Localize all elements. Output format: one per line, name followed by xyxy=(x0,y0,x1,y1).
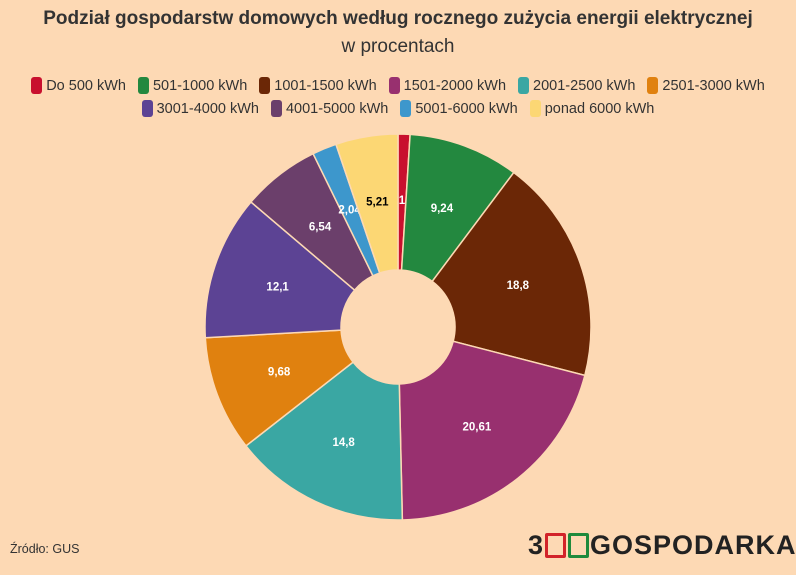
legend-label: 4001-5000 kWh xyxy=(285,100,389,117)
chart-subtitle: w procentach xyxy=(341,36,455,57)
legend-swatch xyxy=(137,77,149,94)
logo-zero-green-icon xyxy=(568,533,590,558)
pie-slice xyxy=(431,171,592,377)
legend: Do 500 kWh 501-1000 kWh 1001-1500 kWh 1501-… xyxy=(20,76,776,118)
legend-label: ponad 6000 kWh xyxy=(544,100,655,117)
legend-swatch xyxy=(647,77,659,94)
data-label: 1 xyxy=(399,195,406,207)
legend-label: 5001-6000 kWh xyxy=(415,100,518,117)
data-label: 14,8 xyxy=(332,437,355,449)
data-label: 9,68 xyxy=(268,367,291,379)
legend-item: 5001-6000 kWh xyxy=(400,99,518,118)
legend-item: 501-1000 kWh xyxy=(137,76,248,95)
legend-swatch xyxy=(400,100,412,117)
legend-item: 4001-5000 kWh xyxy=(270,99,389,118)
pie-slice xyxy=(335,133,399,274)
data-label: 20,61 xyxy=(462,422,491,434)
source-note: Źródło: GUS xyxy=(10,542,80,556)
legend-label: 3001-4000 kWh xyxy=(156,100,259,117)
legend-item: 2501-3000 kWh xyxy=(647,76,765,95)
legend-label: 1501-2000 kWh xyxy=(403,77,507,94)
pie-slice xyxy=(244,361,404,521)
legend-item: ponad 6000 kWh xyxy=(529,99,655,118)
legend-item: 2001-2500 kWh xyxy=(518,76,635,95)
legend-swatch xyxy=(141,100,153,117)
legend-swatch xyxy=(270,100,282,117)
chart-title: Podział gospodarstw domowych według rocz… xyxy=(43,8,753,29)
logo-text: GOSPODARKA xyxy=(590,530,796,560)
legend-swatch xyxy=(518,77,530,94)
data-label: 12,1 xyxy=(266,282,289,294)
pie-slice xyxy=(398,340,586,521)
logo-zero-red-icon xyxy=(545,533,567,558)
legend-label: 2001-2500 kWh xyxy=(533,77,636,94)
legend-swatch xyxy=(259,77,271,94)
pie-slice xyxy=(204,329,355,447)
legend-item: 1501-2000 kWh xyxy=(388,76,507,95)
legend-item: 3001-4000 kWh xyxy=(141,99,259,118)
legend-label: Do 500 kWh xyxy=(46,77,126,94)
data-label: 9,24 xyxy=(431,203,454,215)
data-label: 18,8 xyxy=(507,280,530,292)
legend-label: 1001-1500 kWh xyxy=(274,77,377,94)
data-label: 6,54 xyxy=(309,222,332,234)
data-label: 2,04 xyxy=(338,205,361,217)
logo-digit: 3 xyxy=(528,530,545,560)
legend-swatch xyxy=(529,100,541,117)
brand-logo: 3 GOSPODARKA xyxy=(528,530,796,561)
legend-swatch xyxy=(388,77,400,94)
legend-item: Do 500 kWh xyxy=(31,76,126,95)
legend-label: 501-1000 kWh xyxy=(152,77,248,94)
legend-label: 2501-3000 kWh xyxy=(662,77,765,94)
data-label: 5,21 xyxy=(366,197,389,209)
legend-swatch xyxy=(31,77,43,94)
pie-slice xyxy=(204,200,356,339)
legend-item: 1001-1500 kWh xyxy=(259,76,377,95)
